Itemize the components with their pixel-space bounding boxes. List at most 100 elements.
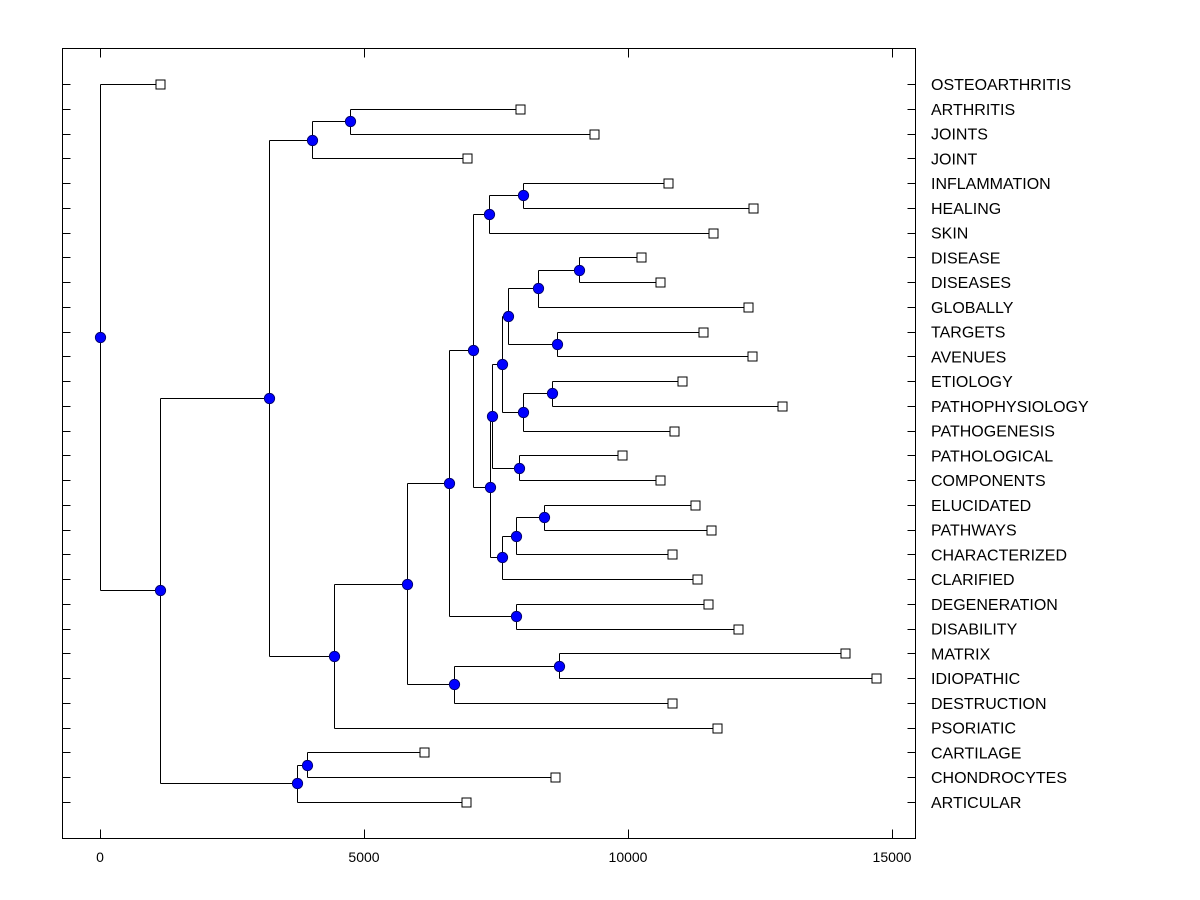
merge-node xyxy=(263,392,276,405)
axis-ticks xyxy=(62,48,916,839)
leaf-marker xyxy=(708,228,719,239)
leaf-marker xyxy=(655,277,666,288)
merge-node xyxy=(496,358,509,371)
leaf-label: PATHOLOGICAL xyxy=(931,448,1053,465)
merge-node xyxy=(573,264,586,277)
x-axis-tick-labels: 0 5000 10000 15000 xyxy=(96,849,912,865)
leaf-label: CHONDROCYTES xyxy=(931,770,1067,787)
merge-node xyxy=(551,338,564,351)
leaf-marker xyxy=(155,79,166,90)
leaf-marker xyxy=(703,599,714,610)
leaf-marker xyxy=(748,203,759,214)
merge-node xyxy=(510,610,523,623)
merge-node xyxy=(484,481,497,494)
leaf-marker xyxy=(690,500,701,511)
merge-node xyxy=(502,310,515,323)
leaf-marker xyxy=(747,351,758,362)
leaf-marker xyxy=(617,450,628,461)
leaf-label: PATHOGENESIS xyxy=(931,424,1055,441)
leaf-marker xyxy=(589,129,600,140)
merge-node xyxy=(538,511,551,524)
merge-node xyxy=(154,584,167,597)
x-tick-label: 15000 xyxy=(873,849,912,865)
merge-node xyxy=(443,477,456,490)
leaf-label: OSTEOARTHRITIS xyxy=(931,77,1071,94)
merge-node xyxy=(517,189,530,202)
merge-node xyxy=(401,578,414,591)
leaf-label: PATHWAYS xyxy=(931,523,1017,540)
leaf-label: IDIOPATHIC xyxy=(931,671,1020,688)
leaf-marker xyxy=(706,525,717,536)
leaf-marker xyxy=(655,475,666,486)
leaf-label: ELUCIDATED xyxy=(931,498,1031,515)
leaf-label: ARTHRITIS xyxy=(931,102,1015,119)
merge-nodes xyxy=(94,115,586,790)
leaf-marker xyxy=(840,648,851,659)
leaf-marker xyxy=(698,327,709,338)
leaf-label: PATHOPHYSIOLOGY xyxy=(931,399,1089,416)
x-tick-label: 5000 xyxy=(348,849,379,865)
leaf-marker xyxy=(871,673,882,684)
merge-node xyxy=(546,387,559,400)
merge-node xyxy=(510,530,523,543)
merge-node xyxy=(301,759,314,772)
plot-frame xyxy=(62,48,916,839)
leaf-marker xyxy=(515,104,526,115)
leaf-label: JOINT xyxy=(931,151,977,168)
leaf-marker xyxy=(733,624,744,635)
merge-node xyxy=(328,650,341,663)
merge-node xyxy=(306,134,319,147)
leaf-label: DESTRUCTION xyxy=(931,696,1047,713)
leaf-label: TARGETS xyxy=(931,325,1005,342)
leaf-labels: OSTEOARTHRITIS ARTHRITIS JOINTS JOINT INFLAM… xyxy=(931,77,1089,812)
merge-node xyxy=(483,208,496,221)
leaf-label: CHARACTERIZED xyxy=(931,547,1067,564)
merge-node xyxy=(467,344,480,357)
leaf-marker xyxy=(667,698,678,709)
merge-node xyxy=(344,115,357,128)
leaf-label: CARTILAGE xyxy=(931,745,1021,762)
merge-node xyxy=(496,551,509,564)
leaf-label: AVENUES xyxy=(931,349,1006,366)
leaf-marker xyxy=(669,426,680,437)
leaf-label: INFLAMMATION xyxy=(931,176,1051,193)
merge-node xyxy=(553,660,566,673)
leaf-label: SKIN xyxy=(931,226,968,243)
leaf-marker xyxy=(462,153,473,164)
merge-node xyxy=(517,406,530,419)
leaf-label: ARTICULAR xyxy=(931,795,1021,812)
leaf-label: HEALING xyxy=(931,201,1001,218)
merge-node xyxy=(448,678,461,691)
leaf-label: COMPONENTS xyxy=(931,473,1046,490)
leaf-label: GLOBALLY xyxy=(931,300,1014,317)
leaf-marker xyxy=(692,574,703,585)
leaf-marker xyxy=(712,723,723,734)
leaf-marker xyxy=(461,797,472,808)
leaf-label: DISABILITY xyxy=(931,622,1018,639)
merge-node xyxy=(94,331,107,344)
merge-node xyxy=(513,462,526,475)
leaf-label: MATRIX xyxy=(931,646,991,663)
leaf-marker xyxy=(663,178,674,189)
leaf-label: ETIOLOGY xyxy=(931,374,1013,391)
leaf-marker xyxy=(777,401,788,412)
leaf-label: JOINTS xyxy=(931,127,988,144)
leaf-marker xyxy=(636,252,647,263)
leaf-label: CLARIFIED xyxy=(931,572,1015,589)
leaf-markers xyxy=(155,79,882,808)
leaf-label: DISEASES xyxy=(931,275,1011,292)
merge-node xyxy=(291,777,304,790)
leaf-marker xyxy=(419,747,430,758)
leaf-label: DEGENERATION xyxy=(931,597,1058,614)
leaf-marker xyxy=(550,772,561,783)
x-tick-label: 0 xyxy=(96,849,104,865)
leaf-marker xyxy=(677,376,688,387)
merge-node xyxy=(486,410,499,423)
leaf-marker xyxy=(667,549,678,560)
merge-node xyxy=(532,282,545,295)
leaf-marker xyxy=(743,302,754,313)
dendrogram-edges xyxy=(100,84,877,803)
leaf-label: DISEASE xyxy=(931,250,1000,267)
x-tick-label: 10000 xyxy=(609,849,648,865)
